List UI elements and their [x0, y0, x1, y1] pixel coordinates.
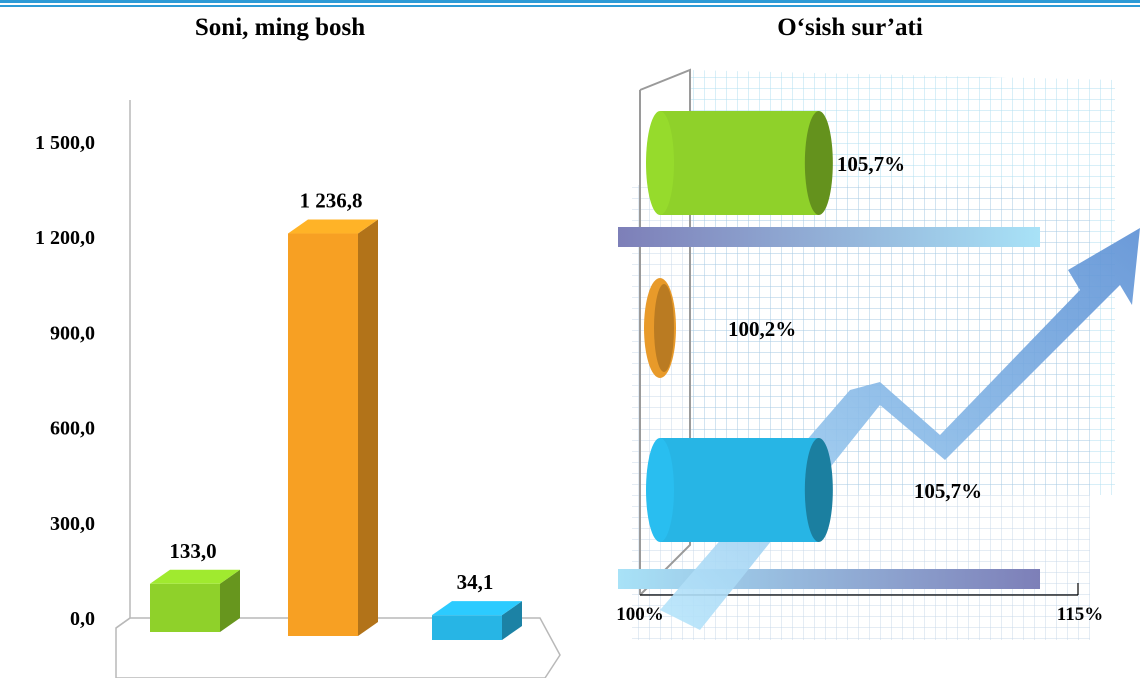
right-bar-value-label: 105,7% [837, 152, 905, 176]
right-chart-title: O‘sish sur’ati [777, 14, 923, 41]
left-bar [288, 233, 358, 636]
right-x-tick-label: 115% [1057, 604, 1103, 625]
left-bar-side [502, 601, 522, 640]
left-y-tick-label: 900,0 [50, 322, 95, 344]
right-bar-value-label: 100,2% [728, 317, 796, 341]
right-bar [660, 111, 819, 215]
left-bar [432, 615, 502, 640]
left-bar-top [432, 601, 522, 616]
right-bar-base [646, 111, 674, 215]
right-bar-value-label: 105,7% [914, 479, 982, 503]
left-bar-side [220, 569, 240, 632]
left-y-tick-label: 300,0 [50, 513, 95, 535]
left-bar-top [288, 219, 378, 234]
right-x-axis: 100% 115% [616, 604, 1103, 625]
left-bar-value-label: 34,1 [457, 570, 494, 594]
right-bar [660, 438, 819, 542]
left-y-axis: 0,0 300,0 600,0 900,0 1 200,0 1 500,0 [35, 132, 95, 630]
right-bar-cap-shade [654, 284, 674, 372]
left-y-tick-label: 1 500,0 [35, 132, 95, 154]
header-rule [0, 0, 1140, 10]
right-x-tick-label: 100% [616, 604, 664, 625]
left-bar-top [150, 569, 240, 584]
right-bars: 105,7% 100,2% 105,7% [644, 111, 982, 542]
left-y-tick-label: 600,0 [50, 418, 95, 440]
left-bar-value-label: 1 236,8 [300, 189, 363, 213]
left-bar [150, 583, 220, 632]
left-y-tick-label: 1 200,0 [35, 227, 95, 249]
left-plot-frame [115, 100, 561, 678]
left-y-tick-label: 0,0 [70, 608, 95, 630]
right-bar-cap [804, 111, 833, 215]
left-chart-title: Soni, ming bosh [194, 14, 366, 41]
left-bar-value-label: 133,0 [169, 539, 216, 563]
left-bar-side [358, 219, 378, 636]
right-bar-base [646, 438, 674, 542]
left-bars: 133,0 1 236,8 34,1 [150, 189, 522, 640]
right-bar-cap [804, 438, 833, 542]
